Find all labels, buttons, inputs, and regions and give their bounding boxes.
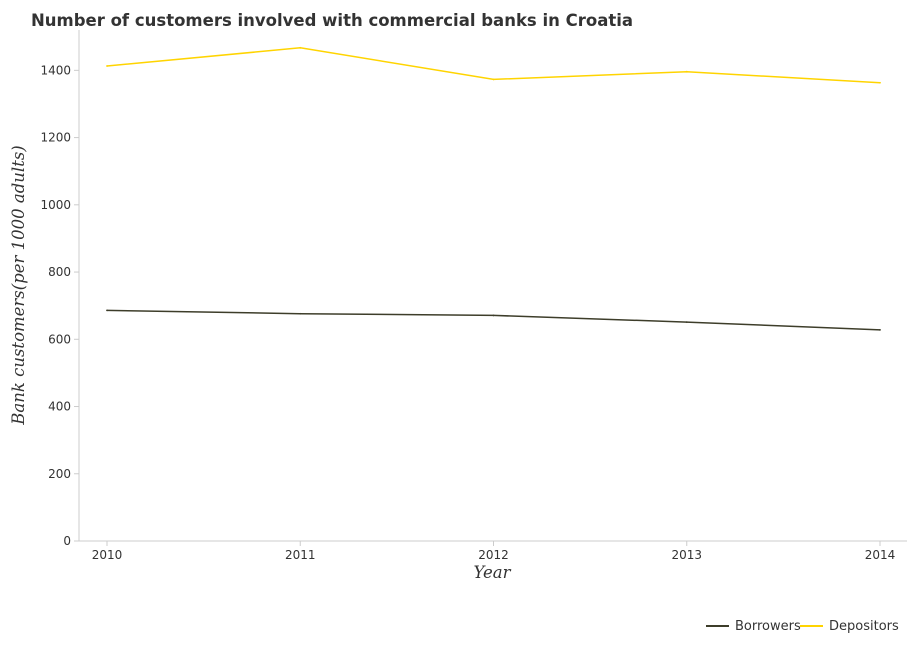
y-tick-label: 1000 [40,198,71,212]
chart-title: Number of customers involved with commer… [31,11,633,30]
data-point-depositors [299,46,302,49]
x-tick-label: 2014 [865,548,896,562]
plot-area [78,30,907,542]
y-axis-title: Bank customers(per 1000 adults) [9,145,28,425]
x-tick-label: 2011 [285,548,316,562]
y-axis-ticks: 0 200 400 600 800 1000 1200 1400 [40,63,79,548]
y-tick-label: 0 [63,534,71,548]
data-point-depositors [492,78,495,81]
legend-label-borrowers: Borrowers [735,619,801,634]
x-axis-title: Year [474,563,512,582]
y-tick-label: 1200 [40,131,71,145]
data-point-depositors [685,70,688,73]
y-tick-label: 400 [48,400,71,414]
data-point-borrowers [106,309,108,312]
y-tick-label: 800 [48,265,71,279]
x-tick-label: 2012 [478,548,509,562]
legend: Borrowers Depositors [706,619,899,634]
data-point-depositors [106,65,108,67]
series-line-depositors [106,47,881,84]
data-point-depositors [879,81,881,84]
legend-label-depositors: Depositors [829,619,899,634]
y-tick-label: 1400 [40,63,71,77]
data-point-borrowers [492,314,495,317]
y-tick-label: 600 [48,332,71,346]
x-tick-label: 2010 [92,548,123,562]
x-tick-label: 2013 [671,548,702,562]
x-axis-ticks: 2010 2011 2012 2013 2014 [92,541,896,562]
y-tick-label: 200 [48,467,71,481]
data-point-borrowers [685,321,688,324]
data-point-borrowers [299,312,302,315]
series-lines [106,46,881,331]
data-point-borrowers [879,328,881,331]
series-line-borrowers [106,309,881,331]
